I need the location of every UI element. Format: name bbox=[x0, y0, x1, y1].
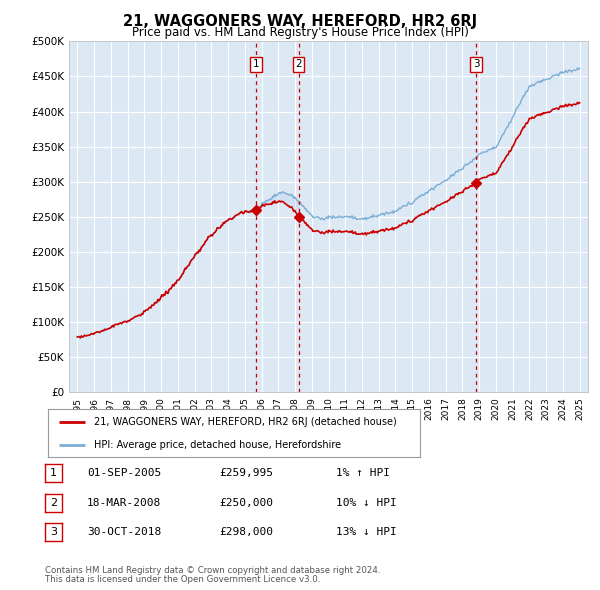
Text: Price paid vs. HM Land Registry's House Price Index (HPI): Price paid vs. HM Land Registry's House … bbox=[131, 26, 469, 39]
Text: 2: 2 bbox=[50, 498, 57, 507]
Text: 1: 1 bbox=[50, 468, 57, 478]
Text: 30-OCT-2018: 30-OCT-2018 bbox=[87, 527, 161, 537]
Text: 3: 3 bbox=[50, 527, 57, 537]
Text: This data is licensed under the Open Government Licence v3.0.: This data is licensed under the Open Gov… bbox=[45, 575, 320, 584]
Text: 01-SEP-2005: 01-SEP-2005 bbox=[87, 468, 161, 478]
Text: 10% ↓ HPI: 10% ↓ HPI bbox=[336, 498, 397, 507]
Text: £250,000: £250,000 bbox=[219, 498, 273, 507]
Text: £259,995: £259,995 bbox=[219, 468, 273, 478]
Text: 13% ↓ HPI: 13% ↓ HPI bbox=[336, 527, 397, 537]
Text: 18-MAR-2008: 18-MAR-2008 bbox=[87, 498, 161, 507]
Text: 3: 3 bbox=[473, 59, 479, 69]
Text: 21, WAGGONERS WAY, HEREFORD, HR2 6RJ (detached house): 21, WAGGONERS WAY, HEREFORD, HR2 6RJ (de… bbox=[95, 417, 397, 427]
Text: 1: 1 bbox=[253, 59, 259, 69]
Text: 21, WAGGONERS WAY, HEREFORD, HR2 6RJ: 21, WAGGONERS WAY, HEREFORD, HR2 6RJ bbox=[123, 14, 477, 30]
Text: £298,000: £298,000 bbox=[219, 527, 273, 537]
Text: HPI: Average price, detached house, Herefordshire: HPI: Average price, detached house, Here… bbox=[95, 440, 341, 450]
Text: 1% ↑ HPI: 1% ↑ HPI bbox=[336, 468, 390, 478]
Text: 2: 2 bbox=[295, 59, 302, 69]
Text: Contains HM Land Registry data © Crown copyright and database right 2024.: Contains HM Land Registry data © Crown c… bbox=[45, 566, 380, 575]
